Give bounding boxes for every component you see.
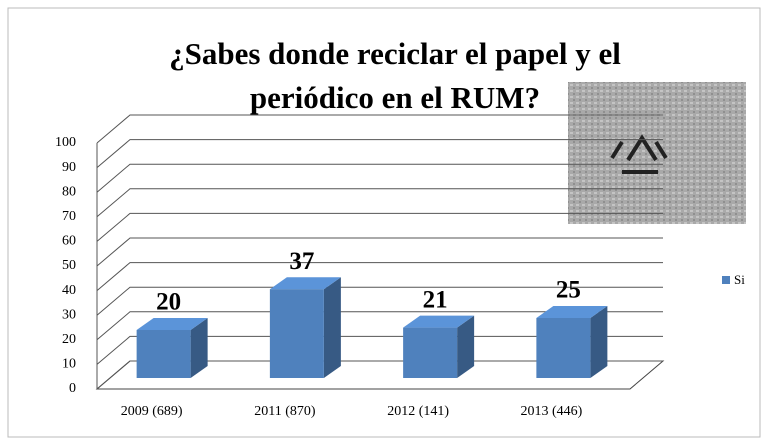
y-tick-label: 90 bbox=[62, 160, 76, 175]
data-label: 21 bbox=[423, 286, 448, 313]
grid-line bbox=[96, 237, 663, 267]
x-tick-label: 2012 (141) bbox=[387, 404, 449, 419]
bar bbox=[536, 318, 591, 378]
grid-line bbox=[96, 114, 663, 144]
y-tick-label: 0 bbox=[69, 381, 76, 396]
legend-label: Si bbox=[734, 272, 745, 287]
bar bbox=[403, 327, 458, 378]
x-tick-label: 2011 (870) bbox=[254, 404, 316, 419]
grid-line bbox=[96, 360, 663, 390]
bar-side bbox=[190, 318, 208, 378]
y-tick-label: 50 bbox=[62, 258, 76, 273]
grid-line bbox=[96, 286, 663, 316]
bar-side bbox=[323, 277, 341, 378]
y-tick-label: 20 bbox=[62, 332, 76, 347]
data-label: 37 bbox=[289, 248, 314, 275]
bar-side bbox=[457, 315, 475, 378]
y-tick-label: 10 bbox=[62, 357, 76, 372]
y-tick-label: 40 bbox=[62, 283, 76, 298]
grid-line bbox=[96, 335, 663, 365]
bar-top bbox=[136, 318, 208, 330]
bar-top bbox=[536, 306, 608, 318]
grid-line bbox=[96, 212, 663, 242]
y-tick-label: 100 bbox=[55, 135, 76, 150]
grid-line bbox=[96, 188, 663, 218]
grid-line bbox=[96, 262, 663, 291]
bar-side bbox=[590, 306, 608, 378]
y-tick-label: 30 bbox=[62, 307, 76, 322]
x-tick-label: 2009 (689) bbox=[121, 404, 183, 419]
grid-line bbox=[96, 311, 663, 341]
y-tick-label: 80 bbox=[62, 184, 76, 199]
bar-top bbox=[403, 315, 475, 328]
grid-line bbox=[96, 163, 663, 193]
chart-title: ¿Sabes donde reciclar el papel y el peri… bbox=[169, 36, 621, 115]
grid-line bbox=[96, 139, 663, 168]
data-label: 20 bbox=[156, 289, 181, 316]
y-tick-label: 70 bbox=[62, 209, 76, 224]
data-label: 25 bbox=[556, 277, 581, 304]
x-tick-label: 2013 (446) bbox=[520, 404, 582, 419]
photo bbox=[568, 82, 746, 224]
bar bbox=[269, 289, 324, 378]
bar bbox=[136, 330, 191, 378]
y-tick-label: 60 bbox=[62, 234, 76, 249]
bar-top bbox=[269, 277, 341, 290]
legend-swatch bbox=[722, 276, 730, 284]
